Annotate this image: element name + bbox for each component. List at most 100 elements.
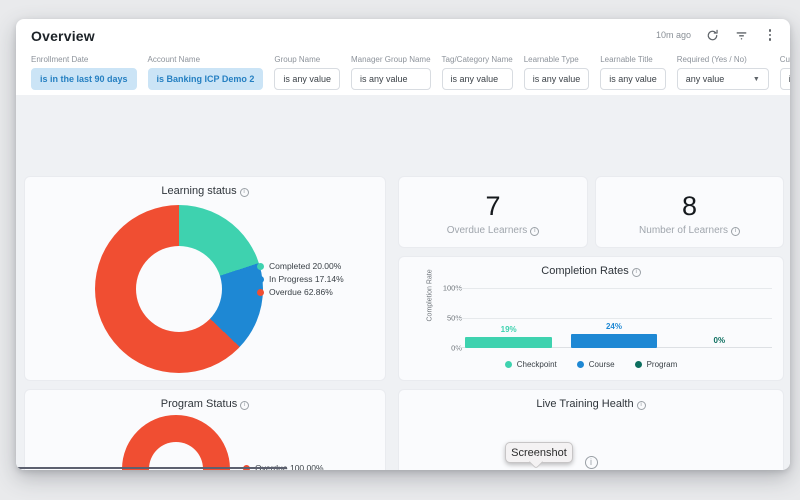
filter-dropdown-required[interactable]: any value ▼: [676, 68, 769, 90]
legend-dot: [257, 262, 264, 270]
filter-label: Group Name: [274, 55, 321, 64]
kpi-value: 7: [485, 191, 501, 221]
tile-title: Live Training Health i: [399, 398, 783, 410]
filter-learnable-title: Learnable Title is any value: [600, 55, 666, 90]
completion-rates-legend: Checkpoint Course Program: [399, 360, 783, 369]
refresh-icon[interactable]: [704, 27, 720, 43]
bar-value-label: 0%: [713, 336, 726, 345]
info-icon[interactable]: i: [636, 400, 646, 410]
tile-learning-status: Learning status i Completed 20.00% In Pro…: [24, 176, 386, 381]
filter-label: Enrollment Date: [31, 55, 89, 64]
filter-chip-manager-group-name[interactable]: is any value: [350, 68, 431, 90]
legend-dot: [257, 275, 264, 283]
tile-title: Program Status i: [25, 398, 385, 410]
filter-bar: Enrollment Date is in the last 90 days A…: [31, 55, 790, 90]
kpi-label: Overdue Learners i: [399, 225, 587, 236]
tile-title-text: Program Status: [160, 398, 238, 410]
filter-enrollment-date: Enrollment Date is in the last 90 days: [31, 55, 137, 90]
legend-dot: [576, 361, 584, 368]
tile-number-of-learners: 8 Number of Learners i: [595, 176, 784, 248]
screenshot-tooltip: Screenshot: [505, 442, 573, 463]
filter-learnable-type: Learnable Type is any value: [523, 55, 590, 90]
filter-chip-tag-category-name[interactable]: is any value: [441, 68, 513, 90]
legend-label: Program: [646, 360, 678, 369]
bar[interactable]: [465, 336, 552, 348]
legend-item-overdue[interactable]: Overdue 62.86%: [257, 287, 344, 297]
y-tick-0: 0%: [451, 343, 462, 353]
program-status-donut-chart[interactable]: [122, 415, 230, 470]
legend-item-in-progress[interactable]: In Progress 17.14%: [257, 274, 344, 284]
learning-status-legend: Completed 20.00% In Progress 17.14% Over…: [257, 261, 344, 297]
bar-course[interactable]: 24%: [561, 322, 666, 348]
legend-label: In Progress 17.14%: [269, 274, 344, 284]
legend-label: Course: [588, 360, 615, 369]
completion-rates-bar-chart: 19% 24% 0%: [456, 288, 772, 348]
tile-title-text: Live Training Health: [536, 398, 634, 410]
more-menu-icon[interactable]: [762, 27, 778, 43]
learning-status-donut-chart[interactable]: [95, 205, 263, 373]
filter-label: Manager Group Name: [350, 55, 431, 64]
kpi-value: 8: [681, 191, 698, 221]
bar-value-label: 19%: [500, 324, 517, 334]
kpi-label-text: Number of Learners: [639, 225, 728, 236]
filter-chip-enrollment-date[interactable]: is in the last 90 days: [31, 68, 137, 90]
legend-dot: [504, 361, 512, 368]
tile-title: Learning status i: [25, 185, 385, 197]
filter-account-name: Account Name is Banking ICP Demo 2: [147, 55, 264, 90]
gridline: [456, 318, 772, 319]
legend-item-checkpoint[interactable]: Checkpoint: [504, 360, 557, 369]
header: Overview 10m ago: [16, 19, 790, 53]
filter-label: Learnable Type: [523, 55, 579, 64]
filter-chip-custom-fields[interactable]: is any value: [779, 68, 790, 90]
tile-overdue-learners: 7 Overdue Learners i: [398, 176, 588, 248]
info-icon[interactable]: i: [530, 226, 540, 236]
legend-dot: [257, 288, 264, 296]
info-icon[interactable]: i: [240, 400, 250, 410]
filter-required: Required (Yes / No) any value ▼: [676, 55, 769, 90]
tile-title: Completion Rates i: [399, 265, 783, 277]
info-icon[interactable]: i: [239, 187, 249, 197]
chevron-down-icon: ▼: [752, 75, 760, 83]
filter-label: Tag/Category Name: [441, 55, 513, 64]
filter-tag-category-name: Tag/Category Name is any value: [441, 55, 513, 90]
bar-program[interactable]: 0%: [667, 336, 772, 348]
legend-label: Completed 20.00%: [269, 261, 342, 271]
page-title: Overview: [31, 28, 95, 44]
info-icon[interactable]: i: [631, 267, 641, 277]
donut-hole: [136, 246, 222, 332]
filter-custom-fields: Custom Fields is any value: [779, 55, 790, 90]
filter-icon[interactable]: [733, 27, 749, 43]
filter-chip-learnable-title[interactable]: is any value: [600, 68, 666, 90]
filter-group-name: Group Name is any value: [274, 55, 340, 90]
screenshot-tooltip-label: Screenshot: [511, 446, 567, 459]
y-tick-100: 100%: [442, 283, 462, 293]
filter-chip-account-name[interactable]: is Banking ICP Demo 2: [147, 68, 264, 90]
filter-chip-group-name[interactable]: is any value: [274, 68, 340, 90]
info-icon[interactable]: i: [730, 226, 740, 236]
filter-label: Account Name: [147, 55, 201, 64]
horizontal-scrollbar[interactable]: [17, 466, 287, 469]
tile-title-text: Learning status: [161, 185, 237, 197]
filter-chip-learnable-type[interactable]: is any value: [523, 68, 590, 90]
legend-label: Overdue 62.86%: [269, 287, 333, 297]
filter-label: Custom Fields: [779, 55, 790, 64]
gridline: [456, 288, 772, 289]
legend-item-course[interactable]: Course: [576, 360, 615, 369]
legend-label: Checkpoint: [516, 360, 557, 369]
legend-item-completed[interactable]: Completed 20.00%: [257, 261, 344, 271]
kpi-label: Number of Learners i: [596, 225, 783, 236]
kpi-label-text: Overdue Learners: [446, 225, 528, 236]
dashboard-window: Overview 10m ago Enrollment Date is in t…: [16, 19, 790, 470]
bar[interactable]: [570, 333, 658, 348]
last-updated: 10m ago: [655, 30, 691, 40]
bar-checkpoint[interactable]: 19%: [456, 325, 561, 348]
filter-label: Learnable Title: [600, 55, 653, 64]
legend-item-program[interactable]: Program: [634, 360, 678, 369]
tile-title-text: Completion Rates: [541, 265, 629, 277]
empty-state: i No results: [399, 452, 783, 470]
y-tick-50: 50%: [446, 313, 462, 323]
filter-manager-group-name: Manager Group Name is any value: [350, 55, 431, 90]
tile-program-status: Program Status i Overdue 100.00%: [24, 389, 386, 470]
dashboard-canvas: Learning status i Completed 20.00% In Pro…: [16, 95, 790, 470]
